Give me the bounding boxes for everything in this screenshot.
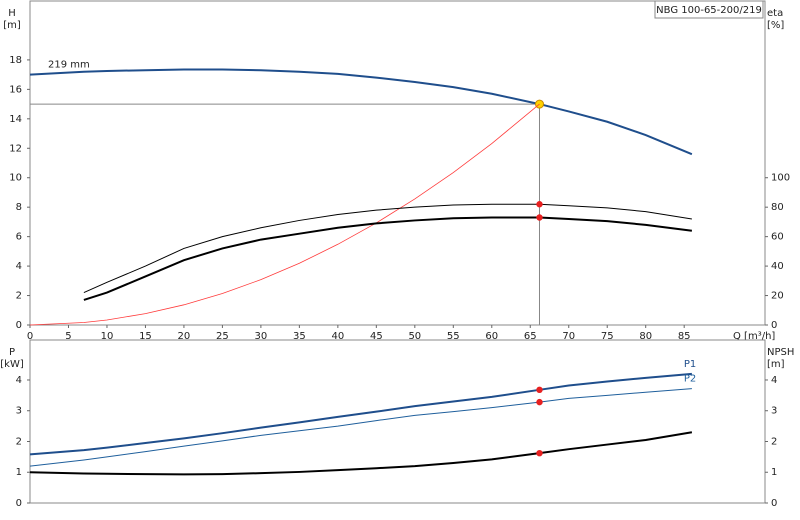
y2-tick-label: 3 bbox=[771, 406, 777, 417]
curve bbox=[29, 372, 692, 456]
x-tick-label: 85 bbox=[678, 331, 691, 342]
y-tick-label: 0 bbox=[16, 498, 22, 509]
x-tick-label: 45 bbox=[370, 331, 383, 342]
y-axis-unit: [m] bbox=[3, 20, 21, 31]
x-tick-label: 35 bbox=[293, 331, 306, 342]
x-tick-label: 70 bbox=[562, 331, 575, 342]
x-tick-label: 20 bbox=[178, 331, 191, 342]
title-box bbox=[654, 0, 764, 19]
y-tick-label: 4 bbox=[16, 375, 22, 386]
y-tick-label: 10 bbox=[9, 173, 22, 184]
y-tick-label: 8 bbox=[16, 202, 22, 213]
y-axis-unit: [kW] bbox=[0, 359, 24, 370]
x-tick-label: 80 bbox=[639, 331, 652, 342]
x-tick-label: 0 bbox=[27, 331, 33, 342]
x-tick-label: 5 bbox=[65, 331, 71, 342]
y2-axis-label: eta bbox=[767, 8, 783, 19]
y-tick-label: 2 bbox=[16, 436, 22, 447]
x-tick-label: 65 bbox=[524, 331, 537, 342]
y-tick-label: 12 bbox=[9, 143, 22, 154]
y-tick-label: 16 bbox=[9, 84, 22, 95]
y-tick-label: 6 bbox=[16, 232, 22, 243]
plot-frame bbox=[29, 339, 766, 504]
y2-tick-label: 40 bbox=[771, 261, 784, 272]
highlight-point bbox=[536, 214, 543, 221]
y2-axis-label: NPSH bbox=[767, 347, 794, 358]
y2-axis-unit: [%] bbox=[767, 20, 784, 31]
y-tick-label: 1 bbox=[16, 467, 22, 478]
highlight-point bbox=[536, 386, 543, 394]
x-tick-label: 10 bbox=[101, 331, 114, 342]
y2-tick-label: 0 bbox=[771, 498, 777, 509]
x-axis-label: Q [m³/h] bbox=[733, 331, 775, 342]
y2-axis-unit: [m] bbox=[767, 359, 785, 370]
curve-label: 219 mm bbox=[48, 60, 90, 71]
y2-tick-label: 60 bbox=[771, 232, 784, 243]
curve bbox=[29, 68, 693, 156]
y2-tick-label: 80 bbox=[771, 202, 784, 213]
y2-tick-label: 100 bbox=[771, 173, 790, 184]
x-tick-label: 30 bbox=[255, 331, 268, 342]
y-tick-label: 4 bbox=[16, 261, 22, 272]
y-axis-label: H bbox=[8, 8, 16, 19]
y-tick-label: 2 bbox=[16, 291, 22, 302]
curve bbox=[29, 388, 692, 467]
chart-title: NBG 100-65-200/219 bbox=[656, 5, 762, 16]
y-tick-label: 14 bbox=[9, 114, 22, 125]
plot-frame bbox=[29, 0, 766, 326]
highlight-point bbox=[536, 449, 543, 457]
x-tick-label: 55 bbox=[447, 331, 460, 342]
curve bbox=[83, 203, 692, 294]
y2-tick-label: 4 bbox=[771, 375, 777, 386]
y2-tick-label: 20 bbox=[771, 291, 784, 302]
y2-tick-label: 2 bbox=[771, 436, 777, 447]
curve bbox=[29, 103, 540, 326]
x-tick-label: 60 bbox=[485, 331, 498, 342]
curve bbox=[83, 216, 693, 301]
curve-label: P2 bbox=[684, 374, 696, 385]
y-tick-label: 18 bbox=[9, 55, 22, 66]
y-tick-label: 0 bbox=[16, 320, 22, 331]
x-tick-label: 50 bbox=[408, 331, 421, 342]
x-tick-label: 25 bbox=[216, 331, 229, 342]
x-tick-label: 75 bbox=[601, 331, 614, 342]
y-tick-label: 3 bbox=[16, 406, 22, 417]
y2-tick-label: 1 bbox=[771, 467, 777, 478]
highlight-point bbox=[536, 201, 543, 208]
highlight-point bbox=[536, 398, 543, 406]
x-tick-label: 15 bbox=[139, 331, 152, 342]
curve-label: P1 bbox=[684, 359, 696, 370]
y2-tick-label: 0 bbox=[771, 320, 777, 331]
x-tick-label: 40 bbox=[331, 331, 344, 342]
curve bbox=[29, 431, 693, 476]
y-axis-label: P bbox=[9, 347, 15, 358]
